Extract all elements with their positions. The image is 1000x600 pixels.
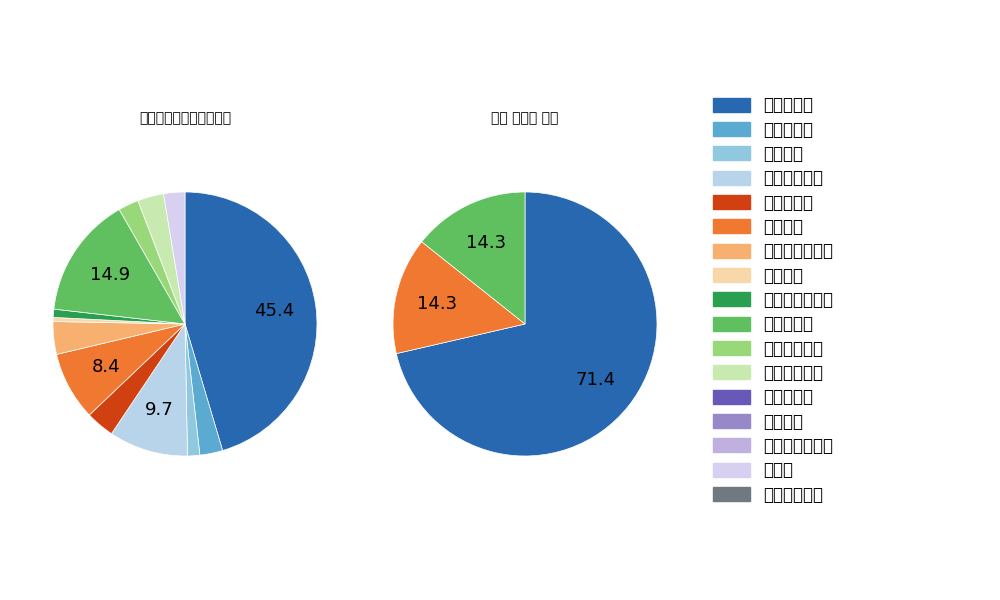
Legend: ストレート, ツーシーム, シュート, カットボール, スプリット, フォーク, チェンジアップ, シンカー, 高速スライダー, スライダー, 縦スライダー, : ストレート, ツーシーム, シュート, カットボール, スプリット, フォーク,… bbox=[708, 91, 838, 509]
Text: 71.4: 71.4 bbox=[575, 371, 615, 389]
Text: 8.4: 8.4 bbox=[92, 358, 120, 376]
Wedge shape bbox=[89, 324, 185, 434]
Wedge shape bbox=[185, 192, 317, 451]
Wedge shape bbox=[422, 192, 525, 324]
Title: 重信 慎之介 選手: 重信 慎之介 選手 bbox=[491, 112, 559, 125]
Wedge shape bbox=[53, 322, 185, 355]
Wedge shape bbox=[138, 194, 185, 324]
Wedge shape bbox=[185, 324, 223, 455]
Wedge shape bbox=[111, 324, 187, 456]
Wedge shape bbox=[185, 324, 200, 456]
Wedge shape bbox=[119, 200, 185, 324]
Wedge shape bbox=[53, 317, 185, 324]
Wedge shape bbox=[164, 192, 185, 324]
Text: 14.9: 14.9 bbox=[90, 266, 130, 284]
Text: 45.4: 45.4 bbox=[254, 302, 294, 320]
Text: 14.3: 14.3 bbox=[417, 295, 458, 313]
Wedge shape bbox=[393, 242, 525, 353]
Wedge shape bbox=[57, 324, 185, 415]
Wedge shape bbox=[53, 309, 185, 324]
Wedge shape bbox=[396, 192, 657, 456]
Title: セ・リーグ全プレイヤー: セ・リーグ全プレイヤー bbox=[139, 112, 231, 125]
Text: 14.3: 14.3 bbox=[466, 234, 506, 252]
Wedge shape bbox=[54, 209, 185, 324]
Text: 9.7: 9.7 bbox=[145, 401, 174, 419]
